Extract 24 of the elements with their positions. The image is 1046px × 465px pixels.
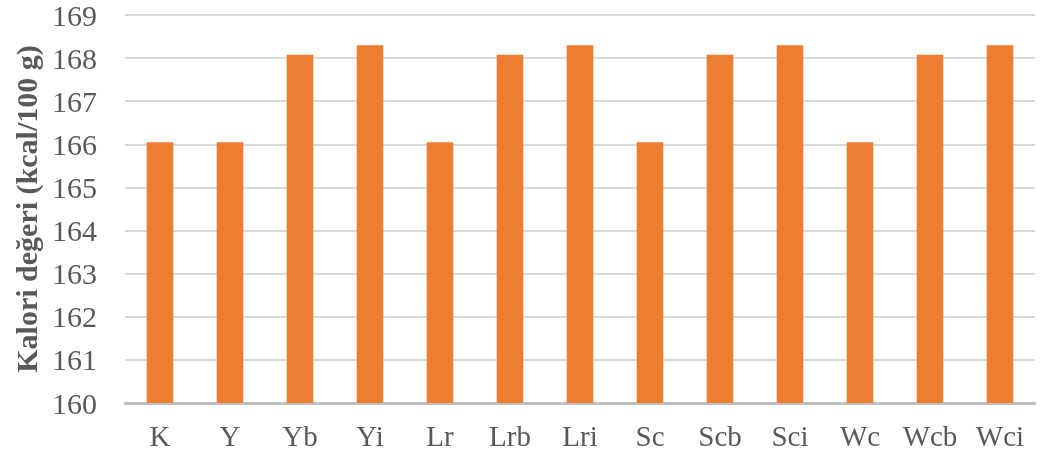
x-tick-label: Wci [975, 419, 1025, 452]
y-tick-label: 161 [52, 343, 97, 377]
y-tick-label: 167 [52, 84, 97, 118]
x-tick-label: Sci [771, 419, 809, 452]
y-axis-title: Kalori değeri (kcal/100 g) [9, 45, 44, 373]
x-tick-label: Wcb [902, 419, 958, 452]
x-tick-label: Y [219, 419, 241, 452]
y-tick-label: 168 [52, 41, 97, 75]
y-tick-label: 162 [52, 300, 97, 334]
x-tick-label: K [149, 419, 171, 452]
y-tick-label: 169 [52, 0, 97, 32]
x-tick-label: Sc [635, 419, 665, 452]
x-tick-label: Scb [698, 419, 742, 452]
x-tick-label: Yb [282, 419, 318, 452]
y-tick-label: 163 [52, 257, 97, 291]
x-tick-label: Lrb [489, 419, 531, 452]
x-tick-label: Yi [356, 419, 384, 452]
x-tick-label: Lri [562, 419, 598, 452]
y-tick-label: 166 [52, 127, 97, 161]
y-tick-label: 164 [52, 214, 97, 248]
x-tick-label: Lr [426, 419, 455, 452]
y-tick-label: 165 [52, 170, 97, 204]
x-tick-label: Wc [839, 419, 881, 452]
y-tick-label: 160 [52, 386, 97, 420]
